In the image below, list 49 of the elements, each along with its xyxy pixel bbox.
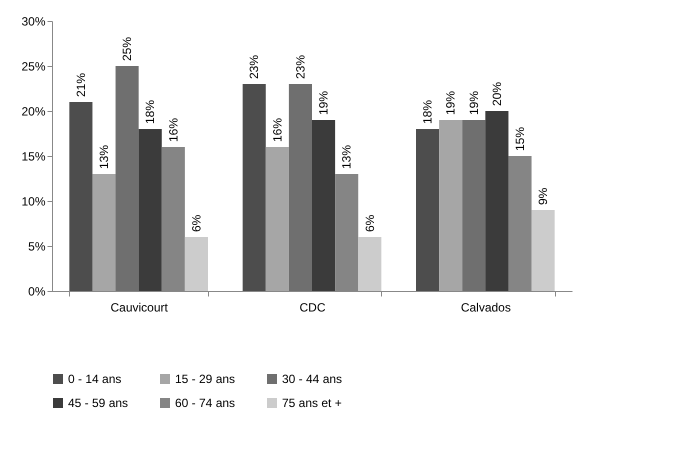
x-tick-label: Cauvicourt (110, 300, 169, 314)
bar (138, 129, 162, 291)
y-tick-label: 25% (21, 60, 46, 74)
y-tick-label: 0% (28, 284, 46, 298)
data-label: 20% (490, 82, 504, 106)
bar (184, 237, 208, 291)
y-tick-label: 15% (21, 150, 46, 164)
bar (532, 210, 555, 291)
bar (439, 120, 462, 291)
data-label: 18% (420, 100, 435, 124)
data-label: 15% (513, 126, 527, 151)
data-label: 13% (97, 144, 111, 169)
legend-label: 75 ans et + (282, 396, 342, 410)
bar (485, 111, 508, 291)
data-label: 18% (143, 100, 158, 124)
y-tick-label: 5% (28, 240, 46, 254)
y-tick-label: 10% (21, 194, 46, 208)
bar (69, 102, 92, 291)
data-label: 16% (166, 118, 180, 142)
bar (312, 120, 336, 291)
bar (416, 129, 440, 291)
data-label: 23% (293, 54, 308, 79)
data-label: 23% (247, 54, 262, 79)
data-label: 16% (270, 118, 284, 142)
bar (242, 84, 266, 291)
y-tick-label: 20% (21, 104, 46, 118)
legend-label: 30 - 44 ans (282, 372, 342, 386)
x-tick-label: Calvados (460, 300, 511, 314)
bar (92, 174, 116, 291)
data-label: 19% (466, 90, 481, 115)
bar (266, 147, 289, 291)
bar (462, 120, 486, 291)
legend-label: 15 - 29 ans (175, 372, 236, 386)
bar (116, 66, 139, 291)
data-label: 13% (340, 144, 354, 169)
data-label: 9% (536, 187, 550, 205)
data-label: 6% (362, 214, 377, 232)
data-label: 21% (74, 72, 88, 97)
legend-label: 0 - 14 ans (68, 372, 122, 386)
data-label: 25% (120, 36, 134, 61)
data-label: 19% (316, 90, 331, 115)
data-label: 6% (189, 214, 204, 232)
data-label: 19% (444, 90, 458, 115)
legend-label: 60 - 74 ans (175, 396, 236, 410)
bar (358, 237, 382, 291)
y-tick-label: 30% (21, 14, 46, 28)
bar (288, 84, 312, 291)
x-tick-label: CDC (300, 300, 326, 314)
legend-label: 45 - 59 ans (68, 396, 128, 410)
